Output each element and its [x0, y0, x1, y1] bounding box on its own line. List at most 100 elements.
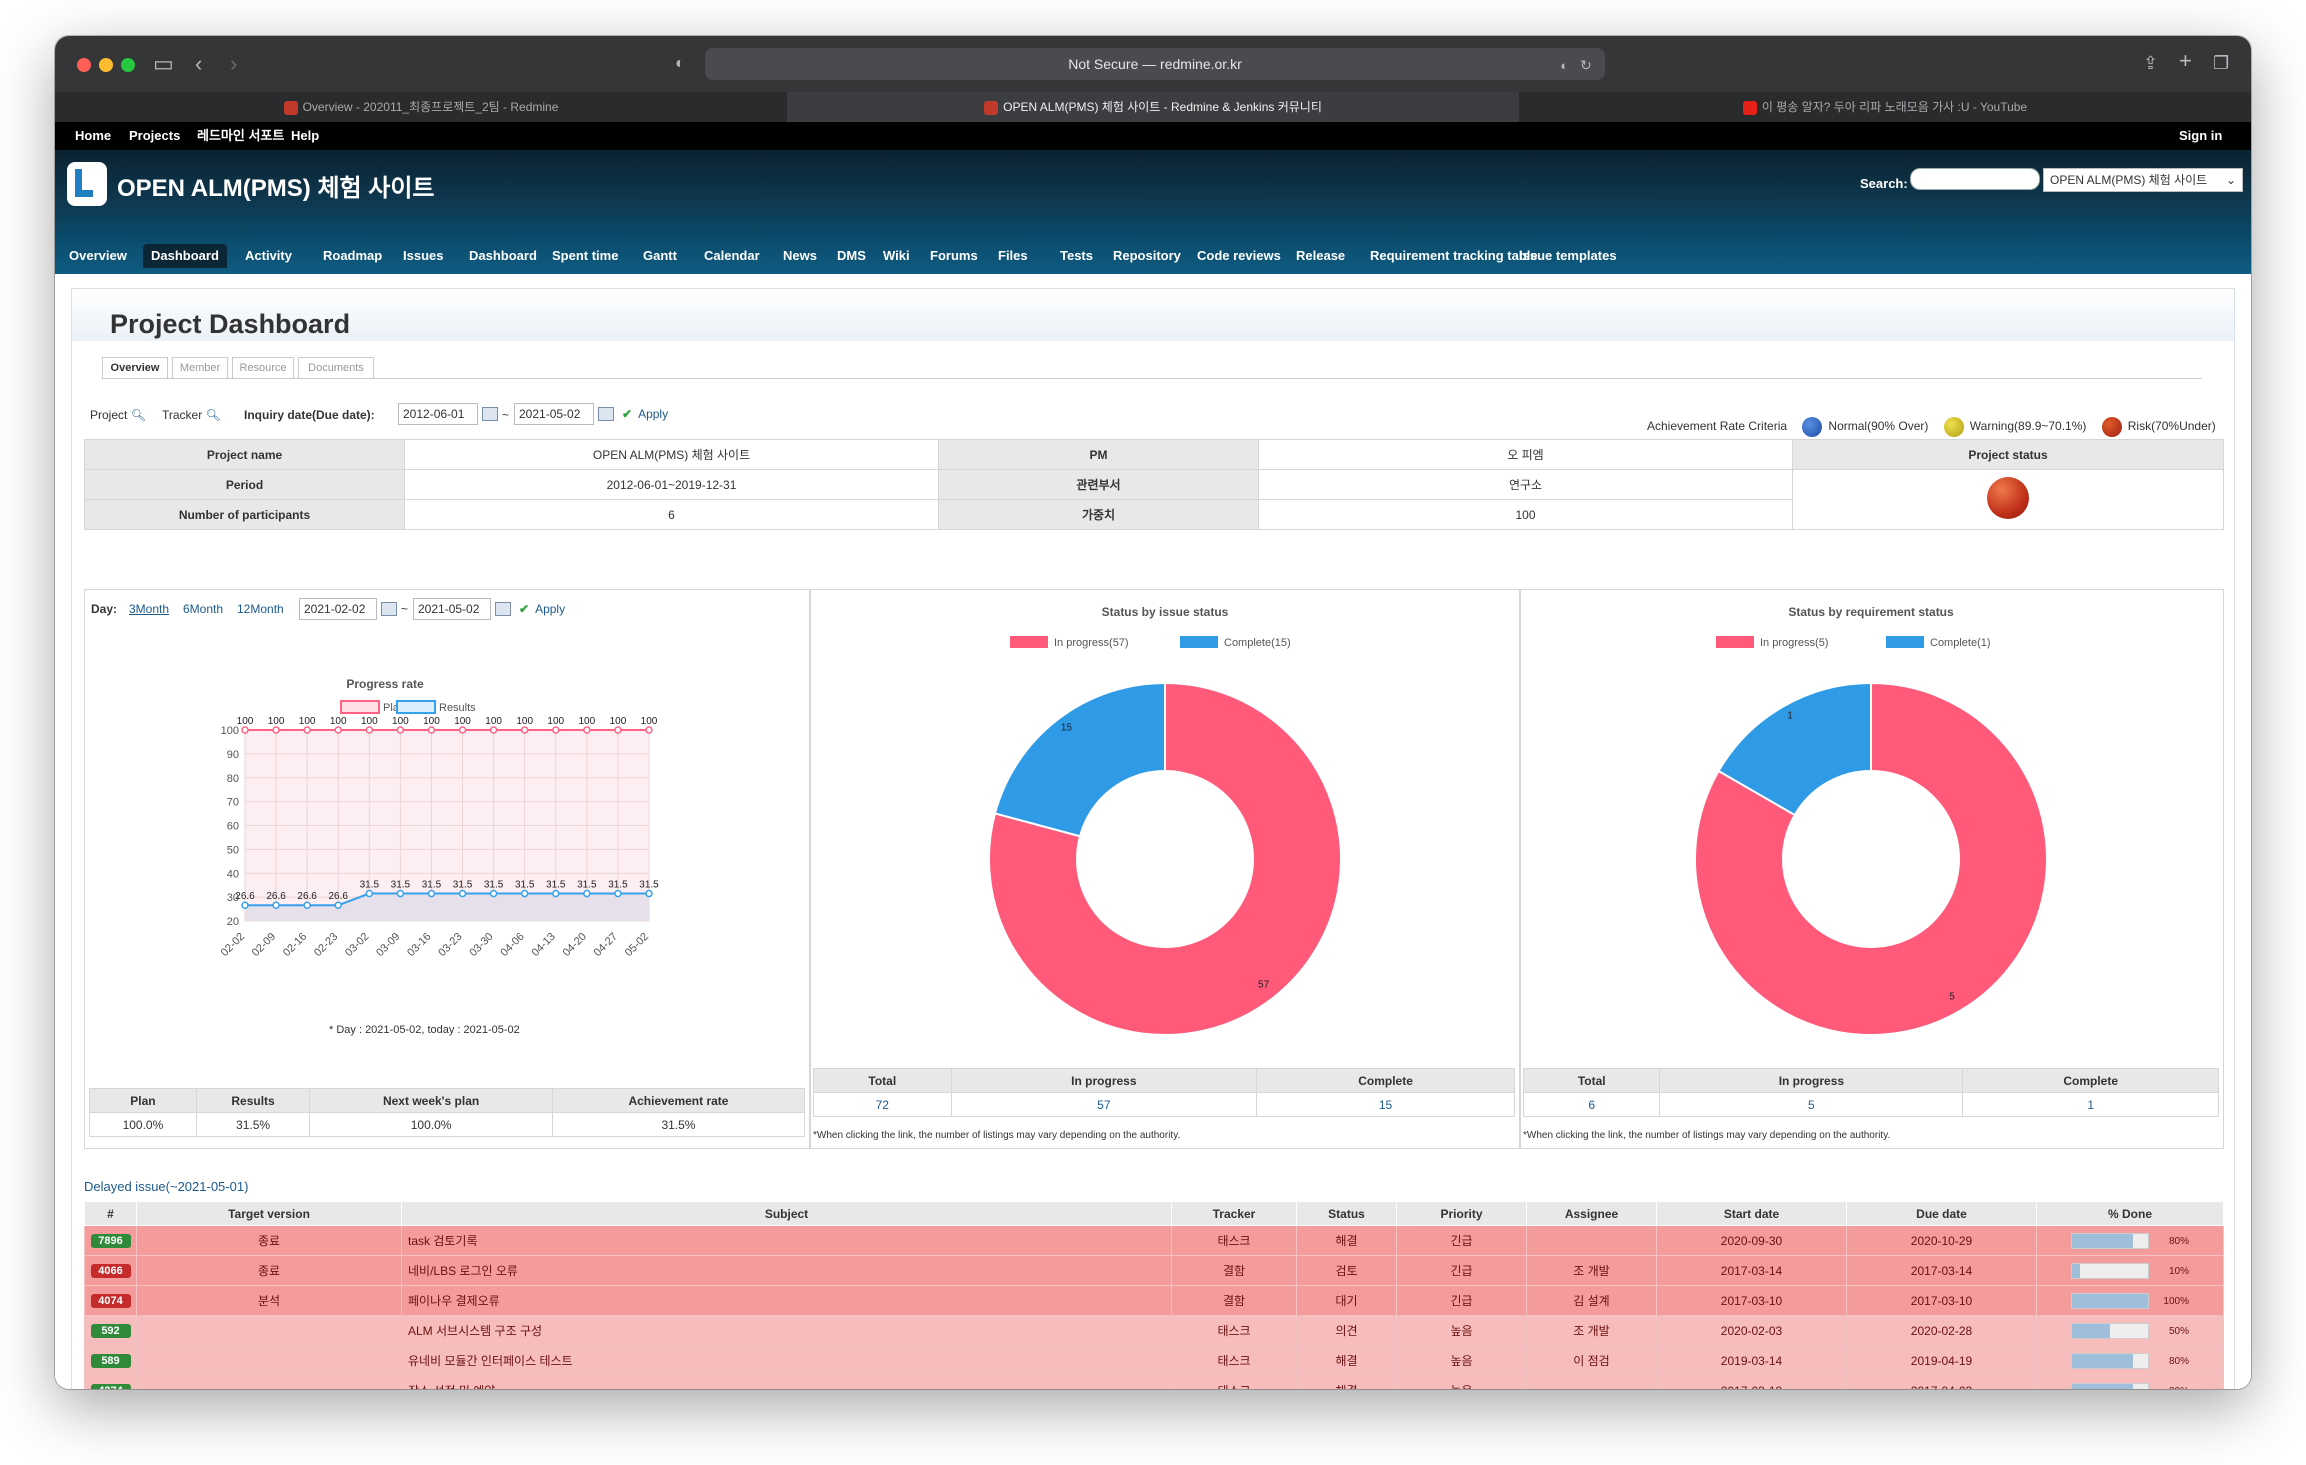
forward-icon[interactable]: › [230, 51, 238, 76]
main-menu-item[interactable]: Wiki [883, 248, 910, 263]
share-icon[interactable]: ⇪ [2143, 53, 2159, 73]
calendar-icon[interactable] [482, 407, 498, 421]
col-header[interactable]: Assignee [1526, 1201, 1657, 1226]
issue-complete-link[interactable]: 15 [1256, 1092, 1515, 1117]
range-3month-link[interactable]: 3Month [129, 602, 170, 616]
col-header[interactable]: Tracker [1171, 1201, 1297, 1226]
browser-tab-2[interactable]: OPEN ALM(PMS) 체험 사이트 - Redmine & Jenkins… [787, 92, 1519, 122]
tab-overview-icon[interactable]: ❐ [2213, 53, 2230, 73]
issue-row[interactable]: 592 ALM 서브시스템 구조 구성 태스크 의견 높음 조 개발 2020-02-03 2… [84, 1315, 2224, 1346]
tracker-filter[interactable]: Tracker 🔍︎ [162, 408, 221, 422]
main-menu-item[interactable]: Files [998, 248, 1028, 263]
main-menu-item[interactable]: Issues [403, 248, 444, 263]
calendar-icon[interactable] [495, 602, 511, 616]
tab-resource[interactable]: Resource [232, 357, 294, 379]
issue-row[interactable]: 4074 분석 페이나우 결제오류 결함 대기 긴급 김 설계 2017-03-10 2017-… [84, 1285, 2224, 1316]
main-menu-item[interactable]: Calendar [704, 248, 760, 263]
issue-id-link[interactable]: 592 [90, 1324, 131, 1338]
summary-value: 31.5% [195, 1112, 311, 1137]
issue-row[interactable]: 7896 종료 task 검토기록 태스크 해결 긴급 2020-09-30 2020-10-… [84, 1225, 2224, 1256]
req-complete-link[interactable]: 1 [1962, 1092, 2219, 1117]
progress-to-date[interactable]: 2021-05-02 [413, 598, 491, 620]
zoom-window-button[interactable] [121, 58, 135, 72]
address-bar[interactable]: Not Secure — redmine.or.kr [705, 48, 1605, 80]
main-menu-item[interactable]: Gantt [643, 248, 677, 263]
col-header[interactable]: Start date [1656, 1201, 1847, 1226]
calendar-icon[interactable] [598, 407, 614, 421]
subject-link[interactable]: 네비/LBS 로그인 오류 [401, 1255, 1172, 1286]
sign-in-link[interactable]: Sign in [2179, 128, 2223, 143]
main-menu-item[interactable]: Issue templates [1519, 248, 1617, 263]
issue-row[interactable]: 4274 장소 선정 및 예약태스크해결높음 2017-03-182017-04-0… [84, 1375, 2224, 1389]
subject-link[interactable]: 장소 선정 및 예약 [401, 1375, 1172, 1389]
col-header[interactable]: Due date [1846, 1201, 2037, 1226]
data-label: 31.5 [546, 880, 566, 891]
sidebar-toggle-icon[interactable]: ▭ [153, 51, 174, 76]
col-header[interactable]: # [84, 1201, 137, 1226]
main-menu-item[interactable]: Dashboard [143, 244, 227, 268]
project-jump-select[interactable]: OPEN ALM(PMS) 체험 사이트 ⌄ [2043, 168, 2243, 192]
main-menu-item[interactable]: Activity [245, 248, 292, 263]
main-menu-item[interactable]: Spent time [552, 248, 619, 263]
subject-link[interactable]: ALM 서브시스템 구조 구성 [401, 1315, 1172, 1346]
subject-link[interactable]: 유네비 모듈간 인터페이스 테스트 [401, 1345, 1172, 1376]
issue-id-link[interactable]: 7896 [90, 1234, 131, 1248]
top-menu-support[interactable]: 레드마인 서포트 [197, 128, 285, 143]
normal-ball-icon [1802, 417, 1823, 437]
legend-swatch [1716, 636, 1754, 648]
issue-row[interactable]: 4066 종료 네비/LBS 로그인 오류 결함 검토 긴급 조 개발 2017-03-14 2… [84, 1255, 2224, 1286]
apply-filter-button[interactable]: ✔ Apply [622, 407, 668, 421]
project-filter[interactable]: Project 🔍︎ [90, 408, 146, 422]
main-menu-item[interactable]: Release [1296, 248, 1346, 263]
range-6month-link[interactable]: 6Month [183, 602, 224, 616]
browser-tab-3[interactable]: 이 평송 알자? 두아 리파 노래모음 가사 :U - YouTube [1519, 92, 2251, 122]
issue-row[interactable]: 589 유네비 모듈간 인터페이스 테스트 태스크 해결 높음 이 점검 2019-03-1… [84, 1345, 2224, 1376]
new-tab-icon[interactable]: + [2179, 48, 2192, 73]
minimize-window-button[interactable] [99, 58, 113, 72]
inquiry-from-date[interactable]: 2012-06-01 [398, 403, 478, 425]
top-menu-help[interactable]: Help [291, 128, 320, 143]
reload-icon[interactable]: ↻ [1580, 57, 1592, 73]
back-icon[interactable]: ‹ [195, 51, 203, 76]
calendar-icon[interactable] [381, 602, 397, 616]
main-menu-item[interactable]: Code reviews [1197, 248, 1281, 263]
issue-id-link[interactable]: 4066 [90, 1264, 131, 1278]
top-menu-projects[interactable]: Projects [129, 128, 181, 143]
search-input[interactable] [1910, 168, 2040, 190]
col-header[interactable]: % Done [2036, 1201, 2224, 1226]
main-menu-item[interactable]: Forums [930, 248, 978, 263]
issue-id-link[interactable]: 589 [90, 1354, 131, 1368]
main-menu-item[interactable]: Overview [69, 248, 127, 263]
main-menu-item[interactable]: Tests [1060, 248, 1093, 263]
main-menu-item[interactable]: Roadmap [323, 248, 383, 263]
col-header[interactable]: Subject [401, 1201, 1172, 1226]
col-header[interactable]: Status [1296, 1201, 1397, 1226]
issue-total-link[interactable]: 72 [813, 1092, 952, 1117]
top-menu-home[interactable]: Home [75, 128, 112, 143]
main-menu-item[interactable]: DMS [837, 248, 866, 263]
tab-member[interactable]: Member [172, 357, 228, 379]
req-inprogress-link[interactable]: 5 [1659, 1092, 1964, 1117]
progress-apply-button[interactable]: ✔ Apply [519, 602, 565, 616]
privacy-shield-icon[interactable]: ◐ [675, 55, 685, 72]
main-menu-item[interactable]: Repository [1113, 248, 1181, 263]
issue-id-link[interactable]: 4074 [90, 1294, 131, 1308]
issue-inprogress-link[interactable]: 57 [950, 1092, 1258, 1117]
tab-overview[interactable]: Overview [102, 357, 168, 379]
progress-from-date[interactable]: 2021-02-02 [299, 598, 377, 620]
subject-link[interactable]: 페이나우 결제오류 [401, 1285, 1172, 1316]
subject-link[interactable]: task 검토기록 [401, 1225, 1172, 1256]
main-menu-item[interactable]: News [783, 248, 817, 263]
close-window-button[interactable] [77, 58, 91, 72]
inquiry-to-date[interactable]: 2021-05-02 [514, 403, 594, 425]
range-12month-link[interactable]: 12Month [237, 602, 284, 616]
col-header[interactable]: Target version [136, 1201, 402, 1226]
issue-id-link[interactable]: 4274 [90, 1384, 131, 1389]
tab-documents[interactable]: Documents [298, 357, 374, 379]
audio-icon[interactable]: ◖ [1559, 58, 1567, 73]
browser-tab-1[interactable]: Overview - 202011_최종프로젝트_2팀 - Redmine [55, 92, 787, 122]
main-menu-item[interactable]: Dashboard [469, 248, 537, 263]
main-menu-item[interactable]: Requirement tracking table [1370, 248, 1538, 263]
col-header[interactable]: Priority [1396, 1201, 1527, 1226]
req-total-link[interactable]: 6 [1522, 1092, 1661, 1117]
